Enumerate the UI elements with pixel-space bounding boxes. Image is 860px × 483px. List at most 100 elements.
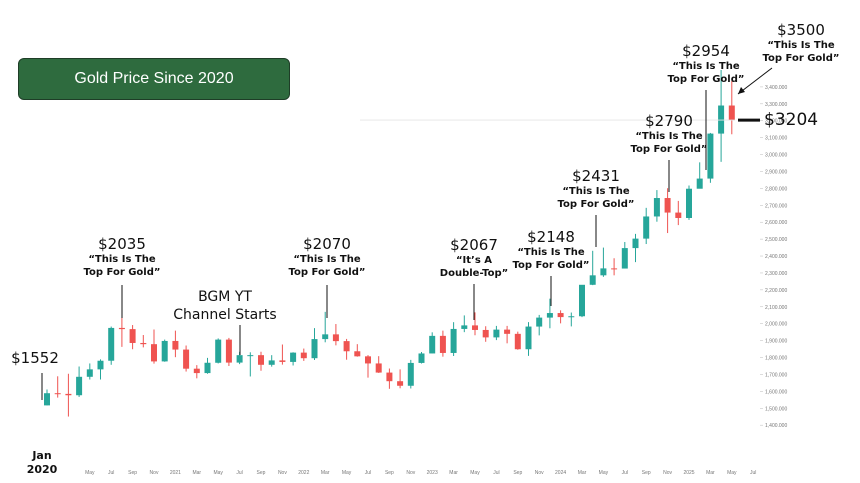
y-tick-label: 1,400.000 xyxy=(765,423,787,429)
x-tick-label: Mar xyxy=(321,470,330,476)
y-tick-label: 3,100.000 xyxy=(765,136,787,142)
current-price-label: $3204 xyxy=(764,110,819,131)
candle-body xyxy=(193,368,200,374)
x-tick-label: Jul xyxy=(622,470,628,476)
candle-body xyxy=(439,335,446,353)
candle-body xyxy=(686,188,692,218)
y-tick-label: 2,800.000 xyxy=(765,186,787,192)
candle-body xyxy=(536,317,543,327)
x-tick-label: Sep xyxy=(642,470,651,476)
candle-body xyxy=(386,372,393,382)
candle-body xyxy=(718,105,725,134)
annotation-note: “This Is The Top For Gold” xyxy=(557,186,635,210)
annotation-price: $2070 xyxy=(303,235,351,253)
y-tick-label: 1,800.000 xyxy=(765,356,787,362)
x-tick-label: 2021 xyxy=(170,470,181,476)
candle-body xyxy=(696,178,703,189)
candle-body xyxy=(290,352,297,362)
candle-body xyxy=(65,393,72,396)
x-tick-label: Sep xyxy=(385,470,394,476)
y-tick-label: 1,500.000 xyxy=(765,406,787,412)
y-tick-label: 3,400.000 xyxy=(765,85,787,91)
x-tick-label: May xyxy=(727,470,737,476)
candle-body xyxy=(365,356,371,364)
candle-body xyxy=(76,376,83,396)
candle-body xyxy=(172,340,179,350)
candle-body xyxy=(268,360,275,365)
candle-body xyxy=(407,362,414,386)
candle-body xyxy=(504,329,511,334)
candle-body xyxy=(311,339,318,359)
candle-body xyxy=(621,248,628,269)
annotation-price: $2790 xyxy=(645,112,693,130)
annotation-price: $2148 xyxy=(527,228,575,246)
y-tick-label: 2,300.000 xyxy=(765,271,787,277)
annotation-note: BGM YT Channel Starts xyxy=(173,289,277,324)
x-tick-label: Sep xyxy=(513,470,522,476)
candle-body xyxy=(707,133,714,179)
annotation-price: $2954 xyxy=(682,42,730,60)
chart-title: Gold Price Since 2020 xyxy=(18,58,290,100)
x-tick-label: Jul xyxy=(365,470,371,476)
x-tick-label: May xyxy=(85,470,95,476)
candle-body xyxy=(675,212,682,218)
y-tick-label: 1,700.000 xyxy=(765,372,787,378)
annotation-note: “This Is The Top For Gold” xyxy=(288,254,366,278)
candle-body xyxy=(397,381,404,386)
candle-body xyxy=(108,327,115,361)
candle-body xyxy=(375,363,382,373)
y-tick-label: 2,400.000 xyxy=(765,254,787,260)
candle-body xyxy=(343,341,350,352)
candle-body xyxy=(215,339,222,363)
y-tick-label: 2,100.000 xyxy=(765,305,787,311)
y-tick-label: 3,200.000 xyxy=(765,119,787,125)
x-tick-label: Jul xyxy=(108,470,114,476)
x-tick-label: May xyxy=(470,470,480,476)
candle-body xyxy=(429,335,436,354)
candle-body xyxy=(129,329,136,343)
candle-body xyxy=(258,355,264,365)
candle-body xyxy=(493,329,500,338)
x-tick-label: 2023 xyxy=(427,470,438,476)
candle-body xyxy=(643,216,650,239)
candle-body xyxy=(118,327,125,330)
annotation-note: “It’s A Double-Top” xyxy=(439,255,509,279)
candle-body xyxy=(86,369,93,377)
annotation-price: $2431 xyxy=(572,167,620,185)
y-tick-label: 2,500.000 xyxy=(765,237,787,243)
candle-body xyxy=(354,351,361,357)
candle-body xyxy=(611,268,618,270)
y-tick-label: 2,900.000 xyxy=(765,169,787,175)
x-tick-label: May xyxy=(213,470,223,476)
candle-body xyxy=(589,275,596,285)
annotation-note: “This Is The Top For Gold” xyxy=(667,61,745,85)
x-tick-label: Mar xyxy=(192,470,201,476)
x-tick-label: May xyxy=(342,470,352,476)
x-tick-label: Mar xyxy=(706,470,715,476)
candle-body xyxy=(525,326,532,350)
candle-body xyxy=(225,339,232,363)
candle-body xyxy=(183,349,190,369)
candle-body xyxy=(54,393,61,395)
candle-body xyxy=(418,353,425,363)
annotation-arrowhead xyxy=(738,87,745,94)
annotation-price: $1552 xyxy=(11,349,59,367)
candle-body xyxy=(579,284,585,317)
annotation-note: “This Is The Top For Gold” xyxy=(512,247,590,271)
candle-body xyxy=(600,268,607,276)
candle-body xyxy=(546,313,553,318)
y-tick-label: 3,000.000 xyxy=(765,153,787,159)
x-tick-label: Mar xyxy=(578,470,587,476)
candle-body xyxy=(204,362,211,374)
candle-body xyxy=(279,360,286,362)
candle-body xyxy=(140,342,147,345)
candle-body xyxy=(300,352,307,359)
x-tick-label: Nov xyxy=(278,470,287,476)
candle-body xyxy=(664,198,671,213)
y-tick-label: 3,300.000 xyxy=(765,102,787,108)
x-tick-label: Sep xyxy=(128,470,137,476)
x-tick-label: Sep xyxy=(257,470,266,476)
annotation-note: “This Is The Top For Gold” xyxy=(83,254,161,278)
